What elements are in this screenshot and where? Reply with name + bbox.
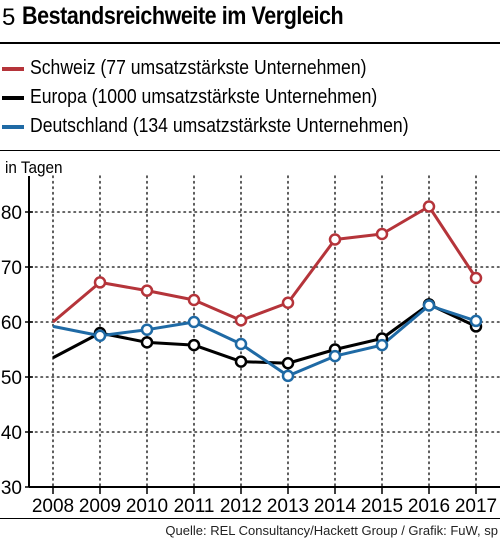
series-0-point-2017 [469,271,483,285]
series-0-point-2009 [93,276,107,289]
x-tick-label-2017: 2017 [455,496,497,517]
series-0-point-2016 [422,200,436,213]
series-2-point-2017 [469,314,483,328]
series-0-point-2015 [375,227,389,241]
y-tick-label-30: 30 [1,478,22,499]
series-0-point-2014 [328,233,342,246]
series-0-point-2012 [234,314,248,327]
title-rule [0,42,500,44]
legend-label-schweiz: Schweiz (77 umsatzstärkste Unternehmen) [30,57,367,79]
legend-item-europa: Europa (1000 umsatzstärkste Unternehmen) [0,85,500,111]
series-2-point-2016 [422,299,436,312]
legend-swatch-europa [2,96,24,100]
series-2-point-2015 [375,338,389,352]
series-line-0 [52,205,478,324]
series-0-point-2013 [281,296,295,309]
series-1-point-2011 [187,338,201,352]
series-2-point-2011 [187,315,201,329]
x-tick-label-2014: 2014 [314,496,357,517]
y-tick-label-60: 60 [1,313,22,334]
x-tick-label-2010: 2010 [126,496,168,517]
legend-item-deutschland: Deutschland (134 umsatzstärkste Unterneh… [0,114,500,140]
chart-title: Bestandsreichweite im Vergleich [22,2,344,30]
y-tick-label-50: 50 [1,368,22,389]
series-line-1 [52,302,477,365]
x-tick-label-2011: 2011 [174,496,215,517]
x-tick-label-2016: 2016 [408,496,450,517]
series-1-point-2010 [140,336,154,349]
x-tick-label-2013: 2013 [267,496,309,517]
legend-separator [0,150,500,151]
x-tick-label-2015: 2015 [361,496,403,517]
y-tick-label-70: 70 [1,258,22,279]
source-note: Quelle: REL Consultancy/Hackett Group / … [165,523,498,538]
source-rule [0,518,500,519]
series-2-point-2010 [140,323,154,336]
series-0-point-2010 [140,284,154,297]
series-2-point-2012 [234,337,248,351]
x-tick-label-2009: 2009 [79,496,121,517]
y-tick-label-40: 40 [1,423,22,444]
x-tick-label-2012: 2012 [220,496,262,517]
legend-label-europa: Europa (1000 umsatzstärkste Unternehmen) [30,86,378,108]
series-1-point-2013 [281,357,295,370]
y-axis-unit-label: in Tagen [5,158,63,177]
legend-item-schweiz: Schweiz (77 umsatzstärkste Unternehmen) [0,56,500,82]
series-line-2 [52,304,477,378]
series-0-point-2011 [187,293,201,307]
title-row: 5 Bestandsreichweite im Vergleich [0,0,500,40]
series-2-point-2014 [328,349,342,363]
figure-number: 5 [2,4,16,31]
legend-swatch-schweiz [2,67,24,71]
series-2-point-2009 [93,329,107,342]
legend-swatch-deutschland [2,125,24,129]
series-2-point-2013 [281,369,295,383]
x-tick-label-2008: 2008 [32,496,74,517]
y-tick-label-80: 80 [1,203,22,224]
series-1-point-2012 [234,355,248,368]
legend-label-deutschland: Deutschland (134 umsatzstärkste Unterneh… [30,115,409,137]
